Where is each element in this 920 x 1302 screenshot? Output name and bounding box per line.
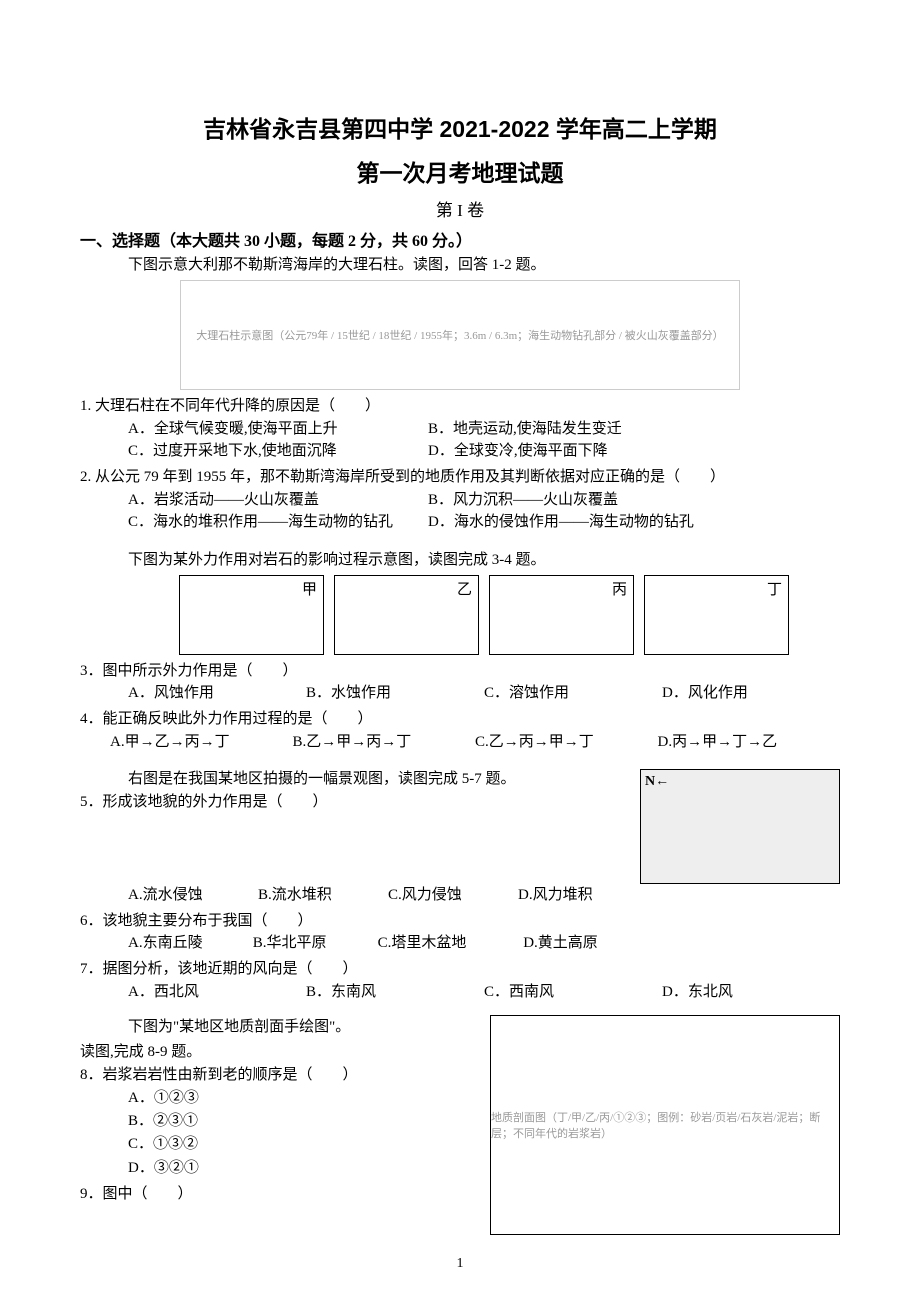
q2-text: 2. 从公元 79 年到 1955 年，那不勒斯湾海岸所受到的地质作用及其判断依… — [80, 467, 840, 489]
figure-rock-yi: 乙 — [334, 575, 479, 655]
question-4: 4．能正确反映此外力作用过程的是（ ） A.甲→乙→丙→丁 B.乙→甲→丙→丁 … — [80, 709, 840, 753]
q6-opt-d: D.黄土高原 — [523, 932, 648, 955]
q5-opt-b: B.流水堆积 — [258, 884, 388, 907]
q6-opt-a: A.东南丘陵 — [128, 932, 253, 955]
q3-text: 3．图中所示外力作用是（ ） — [80, 661, 840, 683]
q6-text: 6．该地貌主要分布于我国（ ） — [80, 911, 840, 933]
q2-opt-a: A．岩浆活动——火山灰覆盖 — [128, 489, 428, 512]
figure-rock-jia: 甲 — [179, 575, 324, 655]
q4-opt-d: D.丙→甲→丁→乙 — [658, 731, 841, 754]
q1-opt-d: D．全球变冷,使海平面下降 — [428, 440, 840, 463]
q7-opt-b: B．东南风 — [306, 981, 484, 1004]
question-7: 7．据图分析，该地近期的风向是（ ） A．西北风 B．东南风 C．西南风 D．东… — [80, 959, 840, 1003]
q1-opt-c: C．过度开采地下水,使地面沉降 — [128, 440, 428, 463]
title-line1: 吉林省永吉县第四中学 2021-2022 学年高二上学期 — [80, 110, 840, 144]
section-header: 一、选择题（本大题共 30 小题，每题 2 分，共 60 分。） — [80, 227, 840, 251]
q5-opt-d: D.风力堆积 — [518, 884, 648, 907]
title-line2: 第一次月考地理试题 — [80, 154, 840, 188]
q5-opt-a: A.流水侵蚀 — [128, 884, 258, 907]
question-1: 1. 大理石柱在不同年代升降的原因是（ ） A．全球气候变暖,使海平面上升 B．… — [80, 396, 840, 463]
question-6: 6．该地貌主要分布于我国（ ） A.东南丘陵 B.华北平原 C.塔里木盆地 D.… — [80, 911, 840, 955]
q1-text: 1. 大理石柱在不同年代升降的原因是（ ） — [80, 396, 840, 418]
q2-opt-c: C．海水的堆积作用——海生动物的钻孔 — [128, 511, 428, 534]
page-number: 1 — [457, 1256, 464, 1272]
q6-opt-b: B.华北平原 — [253, 932, 378, 955]
figure-geological-section: 地质剖面图（丁/甲/乙/丙/①②③；图例：砂岩/页岩/石灰岩/泥岩；断层；不同年… — [490, 1015, 840, 1235]
q7-text: 7．据图分析，该地近期的风向是（ ） — [80, 959, 840, 981]
q4-opt-b: B.乙→甲→丙→丁 — [293, 731, 476, 754]
subtitle-volume: 第 I 卷 — [80, 196, 840, 221]
q3-opt-c: C．溶蚀作用 — [484, 682, 662, 705]
q3-opt-d: D．风化作用 — [662, 682, 840, 705]
question-2: 2. 从公元 79 年到 1955 年，那不勒斯湾海岸所受到的地质作用及其判断依… — [80, 467, 840, 534]
q7-opt-c: C．西南风 — [484, 981, 662, 1004]
question-3: 3．图中所示外力作用是（ ） A．风蚀作用 B．水蚀作用 C．溶蚀作用 D．风化… — [80, 661, 840, 705]
q4-opt-c: C.乙→丙→甲→丁 — [475, 731, 658, 754]
figure-dune-landscape: N← — [640, 769, 840, 884]
q4-text: 4．能正确反映此外力作用过程的是（ ） — [80, 709, 840, 731]
q7-opt-a: A．西北风 — [128, 981, 306, 1004]
q1-opt-b: B．地壳运动,使海陆发生变迁 — [428, 418, 840, 441]
figure-marble-columns: 大理石柱示意图（公元79年 / 15世纪 / 18世纪 / 1955年；3.6m… — [180, 280, 740, 390]
q3-opt-a: A．风蚀作用 — [128, 682, 306, 705]
q2-opt-d: D．海水的侵蚀作用——海生动物的钻孔 — [428, 511, 840, 534]
q5-opt-c: C.风力侵蚀 — [388, 884, 518, 907]
intro-q3-4: 下图为某外力作用对岩石的影响过程示意图，读图完成 3-4 题。 — [128, 548, 840, 569]
q1-opt-a: A．全球气候变暖,使海平面上升 — [128, 418, 428, 441]
figure-rock-process-row: 甲 乙 丙 丁 — [128, 575, 840, 655]
q7-opt-d: D．东北风 — [662, 981, 840, 1004]
q3-opt-b: B．水蚀作用 — [306, 682, 484, 705]
q2-opt-b: B．风力沉积——火山灰覆盖 — [428, 489, 840, 512]
figure-rock-ding: 丁 — [644, 575, 789, 655]
q6-opt-c: C.塔里木盆地 — [378, 932, 524, 955]
intro-q1-2: 下图示意大利那不勒斯湾海岸的大理石柱。读图，回答 1-2 题。 — [128, 253, 840, 274]
figure-rock-bing: 丙 — [489, 575, 634, 655]
q4-opt-a: A.甲→乙→丙→丁 — [110, 731, 293, 754]
